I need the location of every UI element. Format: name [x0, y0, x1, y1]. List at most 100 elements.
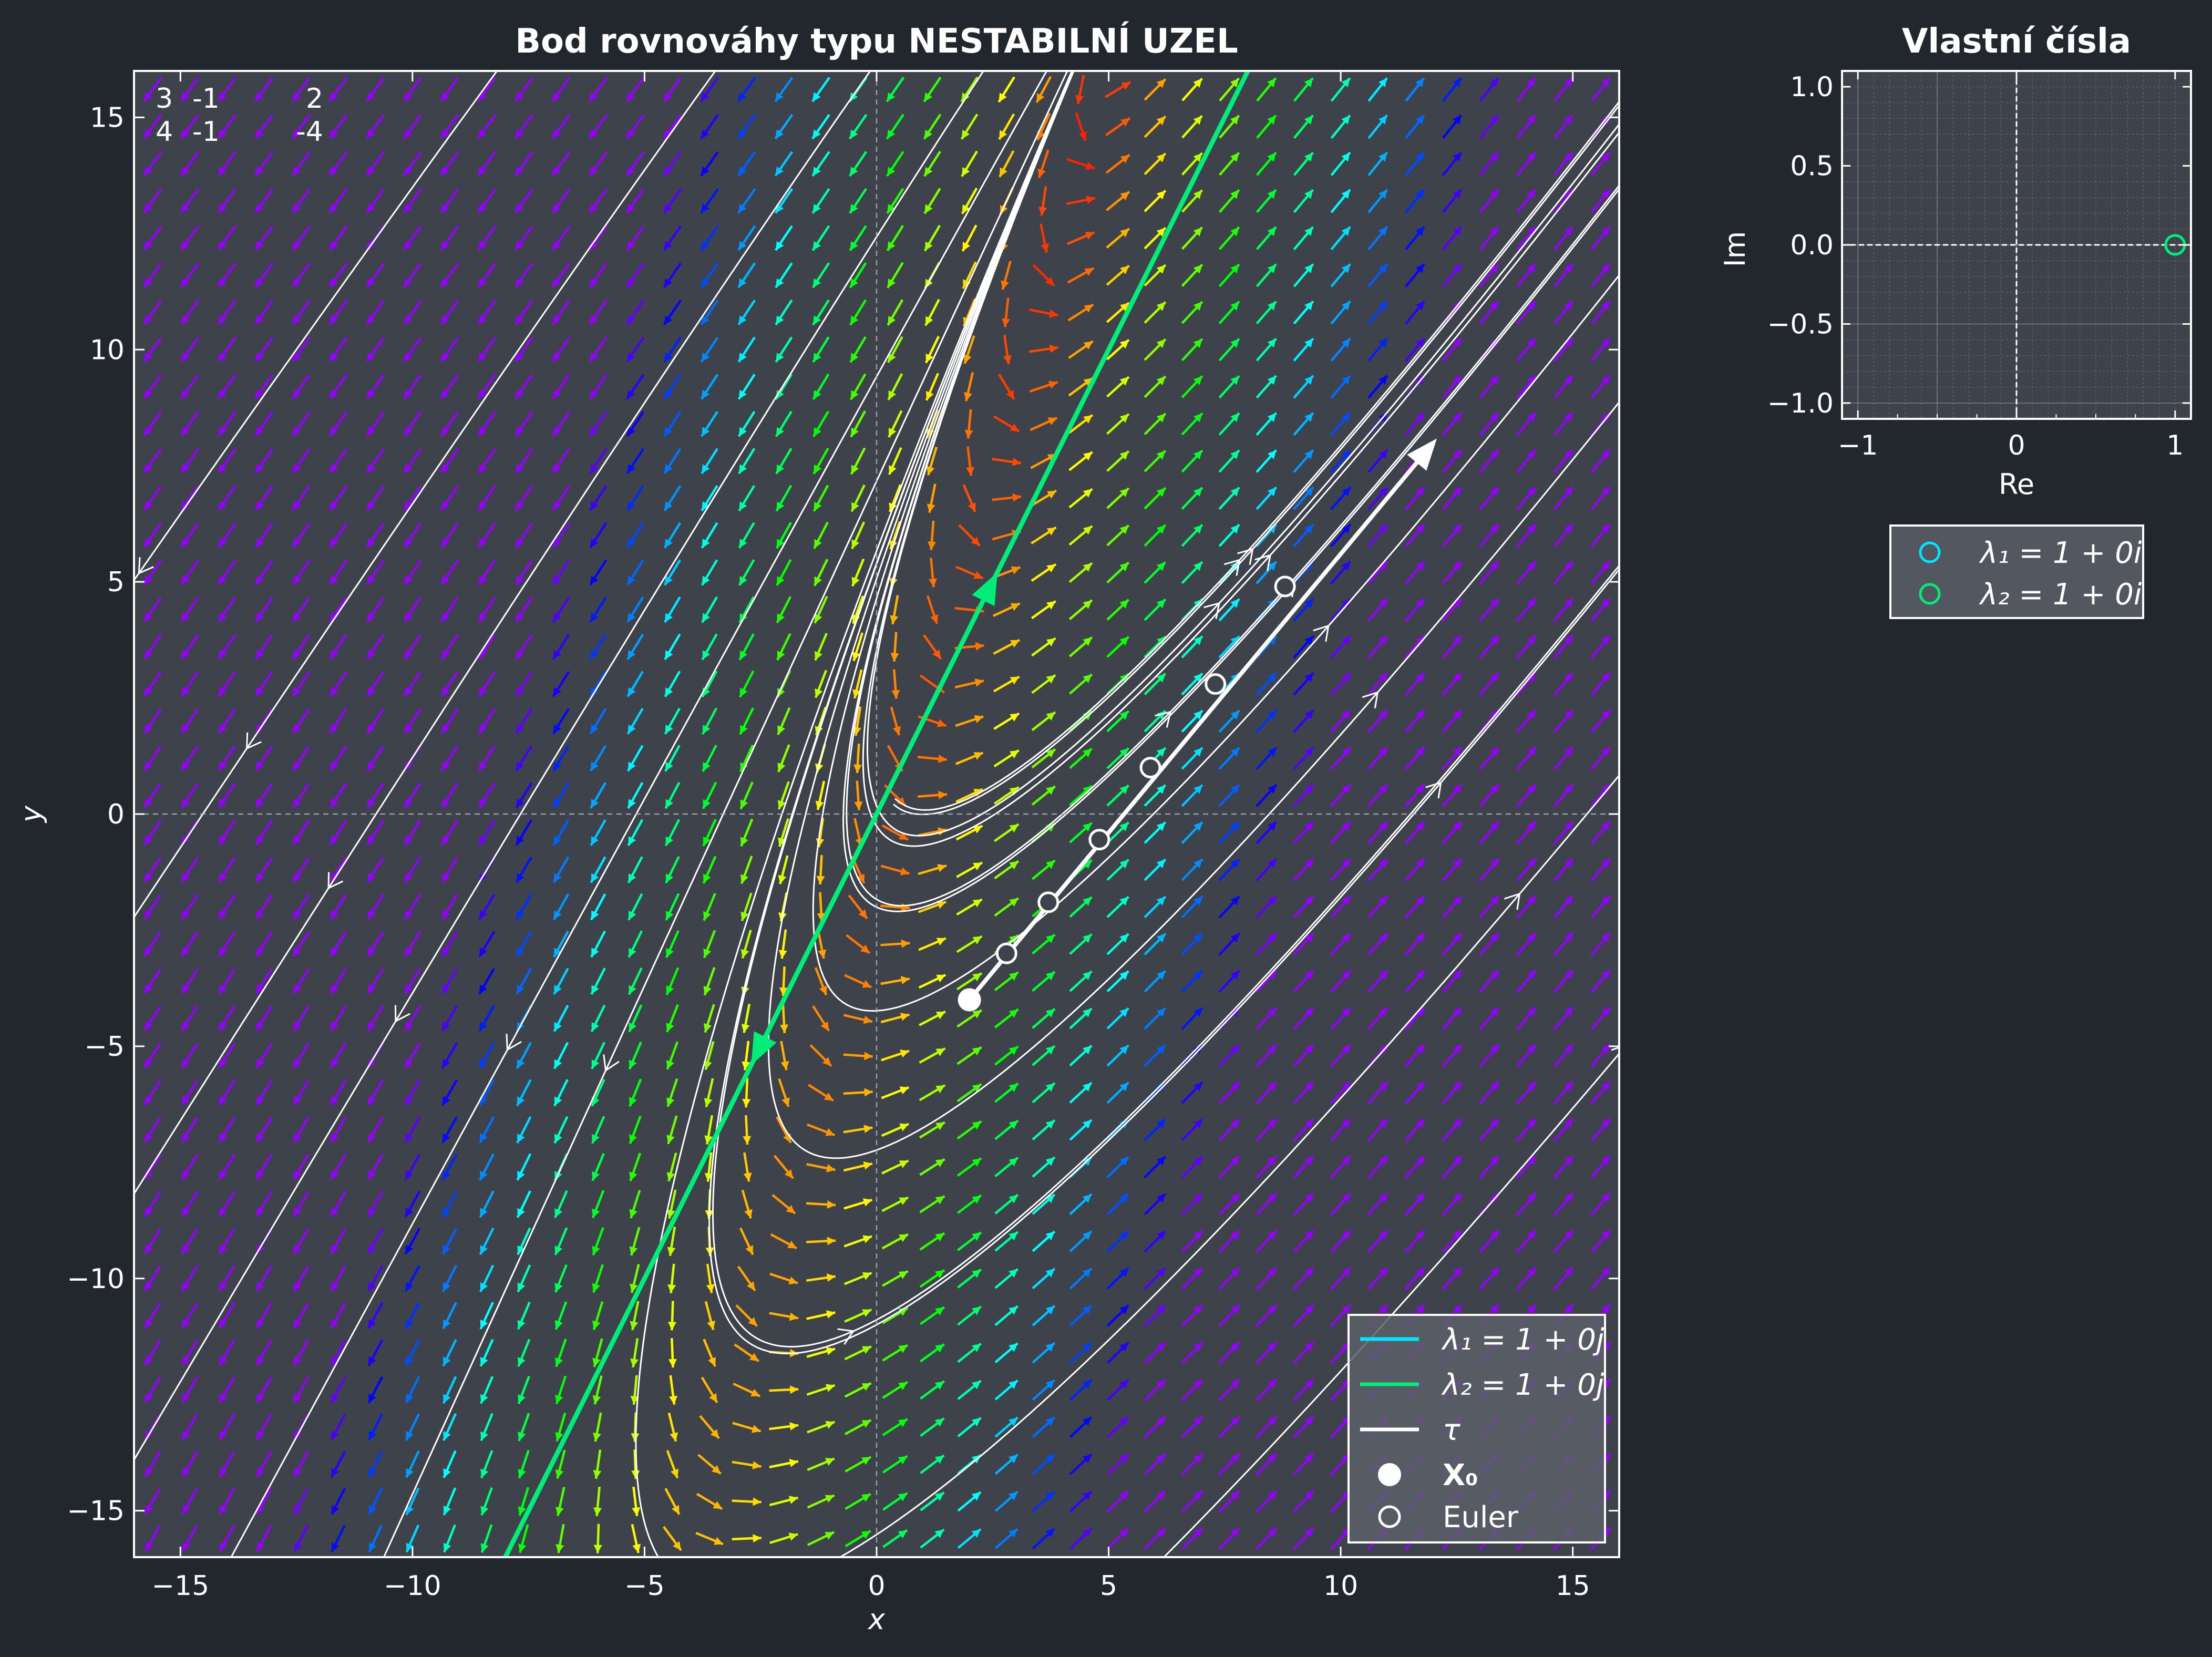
field-arrow-head: [1490, 784, 1499, 794]
eigenvector-line: [502, 71, 1251, 1557]
field-arrow-head: [442, 1022, 450, 1032]
field-arrow-head: [664, 129, 672, 139]
field-arrow-head: [1045, 934, 1055, 943]
field-arrow-head: [1601, 227, 1610, 236]
field-arrow-head: [1083, 637, 1092, 646]
field-arrow-head: [1267, 450, 1277, 459]
field-arrow-head: [442, 1058, 450, 1068]
field-arrow-head: [964, 392, 972, 402]
field-arrow-head: [1156, 339, 1166, 348]
field-arrow-head: [218, 426, 227, 436]
field-arrow-head: [1119, 562, 1129, 572]
field-arrow-head: [1601, 375, 1610, 385]
field-arrow-head: [516, 836, 524, 846]
field-arrow-head: [1304, 264, 1313, 273]
field-arrow-head: [849, 92, 858, 102]
field-arrow-head: [780, 1024, 788, 1033]
field-arrow-head: [739, 539, 747, 548]
field-arrow-head: [219, 1170, 228, 1180]
field-arrow-head: [897, 797, 906, 806]
field-arrow-head: [851, 427, 859, 437]
field-arrow-head: [1490, 487, 1499, 496]
field-arrow-head: [404, 538, 413, 548]
field-arrow-head: [1453, 264, 1462, 273]
field-arrow-head: [555, 1469, 564, 1479]
eigen-zero-lines: [1842, 71, 2191, 419]
field-arrow-head: [1341, 78, 1350, 88]
field-arrow-head: [1119, 934, 1129, 943]
field-arrow-head: [367, 464, 375, 474]
field-arrow-head: [1045, 1008, 1055, 1018]
field-arrow-head: [627, 501, 635, 511]
field-arrow-head: [517, 1096, 525, 1106]
field-arrow-head: [1304, 152, 1313, 162]
field-arrow-head: [1082, 1380, 1092, 1389]
field-arrow-head: [1304, 599, 1314, 608]
field-arrow-head: [962, 167, 970, 177]
field-arrow-head: [1342, 1007, 1351, 1017]
field-arrow-head: [255, 872, 264, 882]
field-arrow-head: [812, 92, 821, 102]
field-arrow-head: [218, 501, 227, 510]
field-arrow-head: [964, 429, 973, 439]
field-arrow-head: [1342, 896, 1351, 905]
field-arrow-head: [972, 899, 982, 908]
field-arrow-head: [1082, 1231, 1092, 1240]
field-arrow-head: [1009, 1046, 1018, 1055]
field-arrow-head: [1083, 451, 1093, 461]
field-arrow-head: [850, 353, 859, 363]
field-arrow-head: [1453, 1230, 1462, 1240]
field-arrow-head: [1378, 338, 1387, 348]
main-y-tick-label: 10: [90, 334, 125, 366]
field-arrow-head: [1048, 380, 1058, 389]
field-arrow-head: [974, 715, 984, 724]
field-arrow-head: [1342, 1304, 1351, 1314]
field-arrow-head: [1267, 338, 1277, 348]
field-arrow-head: [1564, 1118, 1573, 1128]
field-arrow-head: [218, 650, 227, 659]
field-arrow-head: [825, 1495, 835, 1503]
field-arrow-head: [1119, 748, 1129, 757]
field-arrow-head: [554, 1282, 563, 1292]
field-arrow-head: [1453, 1082, 1462, 1091]
field-arrow-head: [819, 985, 827, 995]
field-arrow-head: [552, 352, 561, 362]
field-arrow-head: [293, 872, 302, 882]
field-arrow-head: [1378, 152, 1387, 162]
field-arrow-head: [738, 427, 747, 437]
field-arrow-head: [666, 1172, 675, 1181]
eigen-legend-marker-1: [1919, 541, 1941, 563]
field-arrow-head: [1341, 227, 1351, 236]
field-arrow-head: [1194, 859, 1202, 868]
field-arrow-head: [330, 575, 338, 585]
field-arrow-head: [555, 1394, 563, 1404]
field-arrow-head: [1564, 858, 1573, 868]
field-arrow-head: [591, 985, 599, 995]
field-arrow-head: [1341, 301, 1351, 311]
field-arrow-head: [1416, 1044, 1425, 1054]
matrix-a12: -1: [192, 83, 220, 115]
field-arrow-head: [144, 538, 152, 548]
field-arrow-head: [1156, 673, 1166, 683]
field-arrow-head: [293, 947, 302, 957]
field-arrow-head: [968, 502, 976, 512]
field-arrow-head: [1121, 81, 1131, 90]
field-arrow-head: [219, 798, 227, 808]
field-arrow-head: [293, 984, 302, 994]
trajectory-curve: [134, 71, 871, 1196]
field-arrow-head: [219, 1430, 228, 1440]
main-y-axis-label: y: [15, 805, 48, 824]
field-arrow-head: [1046, 749, 1055, 758]
field-arrow-head: [820, 1021, 829, 1031]
field-arrow-head: [1156, 636, 1166, 646]
field-arrow-head: [1527, 598, 1536, 608]
field-arrow-head: [665, 799, 673, 809]
field-arrow-head: [517, 1059, 525, 1069]
field-arrow-head: [553, 724, 562, 734]
field-arrow-head: [367, 575, 376, 585]
field-arrow-head: [673, 1541, 681, 1551]
field-arrow-head: [181, 389, 190, 399]
field-arrow-head: [1230, 821, 1240, 831]
field-arrow-head: [1564, 78, 1573, 87]
field-arrow-head: [255, 612, 264, 622]
